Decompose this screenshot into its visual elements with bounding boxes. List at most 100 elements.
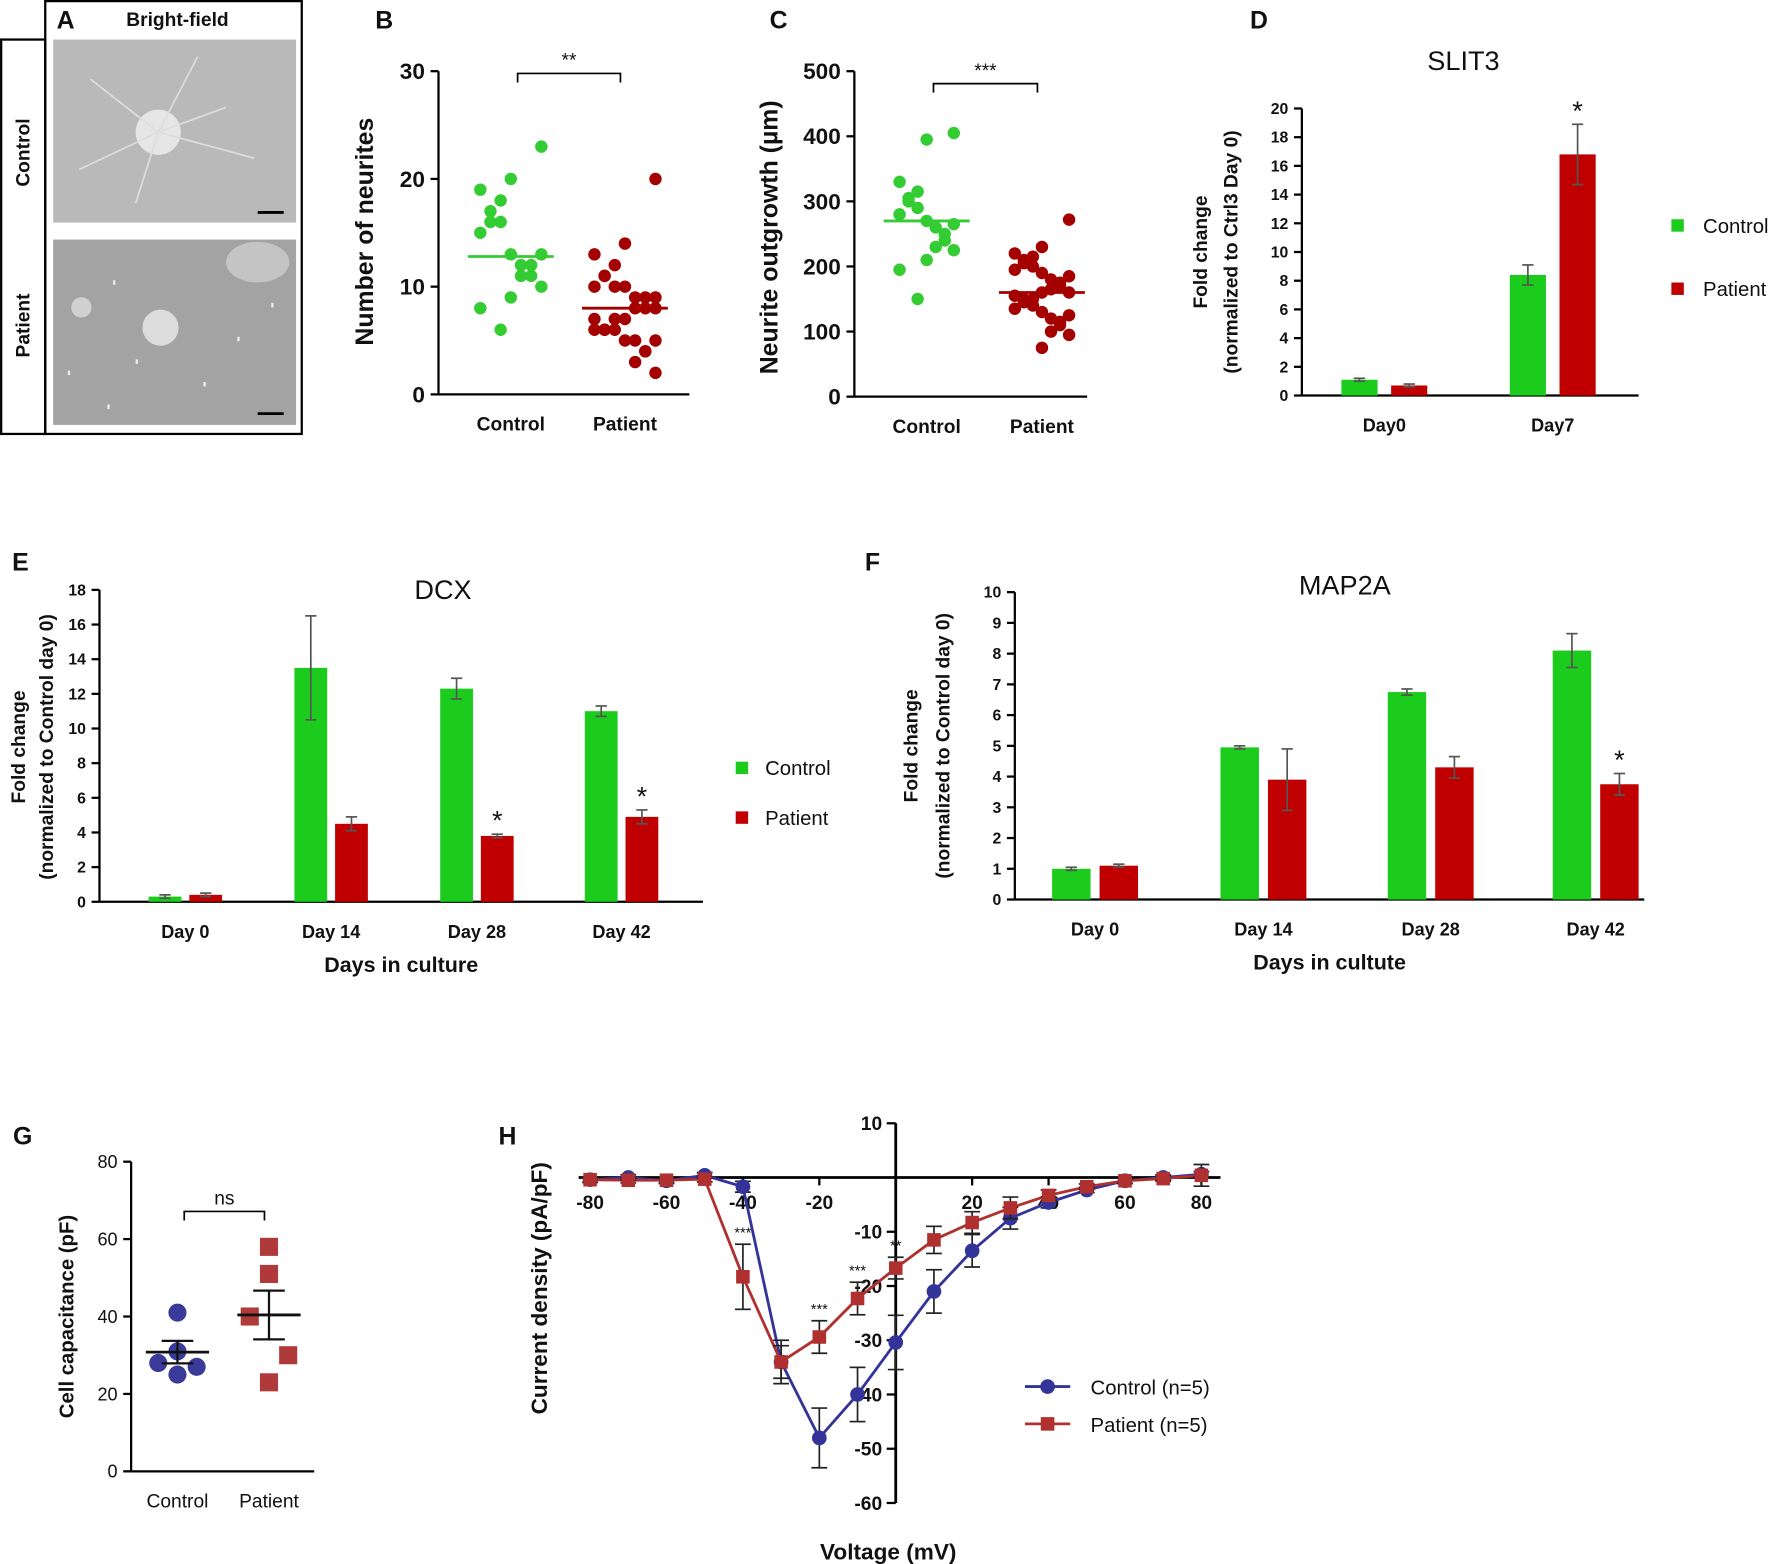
point <box>259 1264 279 1283</box>
neurosphere <box>226 241 290 283</box>
point <box>1062 213 1076 226</box>
point <box>965 1215 979 1230</box>
point <box>618 237 632 250</box>
point <box>504 172 518 186</box>
bar <box>1600 784 1639 900</box>
panel-letter: C <box>770 6 788 34</box>
y-tick-label: 0 <box>828 385 841 410</box>
point <box>168 1365 187 1384</box>
bar <box>148 896 182 902</box>
y-tick-label: 0 <box>1280 388 1289 405</box>
y-axis-label: (normalized to Control day 0) <box>37 614 58 880</box>
point <box>494 215 507 229</box>
point <box>504 248 518 261</box>
point <box>735 1179 751 1195</box>
point <box>1008 247 1022 260</box>
point <box>588 323 601 336</box>
point <box>639 345 652 358</box>
point <box>911 292 924 306</box>
legend-label: Patient <box>765 808 829 830</box>
point <box>168 1303 187 1322</box>
point <box>1003 1201 1018 1215</box>
legend-label: Patient <box>1703 279 1767 301</box>
significance-bracket <box>183 1210 266 1221</box>
point <box>964 1243 980 1259</box>
x-tick-label: Day7 <box>1531 416 1574 436</box>
x-tick-label: Day 42 <box>592 922 650 942</box>
x-axis-label: Voltage (mV) <box>820 1539 956 1564</box>
panel-letter: E <box>12 549 29 577</box>
y-tick-label: 40 <box>97 1307 117 1327</box>
y-tick-label: 4 <box>77 825 86 842</box>
y-tick-label: 400 <box>803 124 841 149</box>
y-tick-label: 80 <box>97 1152 117 1172</box>
point <box>893 175 906 189</box>
annotation: *** <box>849 1263 866 1279</box>
y-tick-label: 500 <box>803 59 841 84</box>
x-tick-label: 20 <box>961 1193 982 1214</box>
point <box>1194 1168 1209 1183</box>
point <box>514 258 528 272</box>
point <box>1062 309 1076 322</box>
point <box>588 248 601 261</box>
y-tick-label: 16 <box>68 617 86 634</box>
point <box>474 183 487 196</box>
x-tick-label: Day 42 <box>1567 920 1625 940</box>
neurosphere <box>71 297 92 318</box>
x-tick-label: Control <box>477 415 545 436</box>
point <box>947 243 961 257</box>
point <box>893 263 906 276</box>
x-tick-label: 80 <box>1191 1193 1212 1214</box>
panel-letter: F <box>865 549 880 577</box>
neurites <box>78 56 255 204</box>
point <box>639 291 652 304</box>
row-label: Patient <box>13 293 34 358</box>
bar <box>584 711 618 902</box>
point <box>1062 328 1076 342</box>
point <box>888 1261 903 1275</box>
panel-letter: A <box>57 6 75 34</box>
point <box>1035 266 1049 280</box>
y-tick-label: 100 <box>803 319 841 344</box>
panel-letter: H <box>498 1123 516 1151</box>
point <box>259 1373 279 1392</box>
point <box>608 258 622 272</box>
annotation: * <box>1572 95 1583 126</box>
y-tick-label: 20 <box>97 1384 117 1404</box>
bar <box>440 688 473 902</box>
significance-bracket <box>516 72 622 83</box>
point <box>474 301 487 315</box>
point <box>1044 325 1058 338</box>
panel-letter: G <box>13 1123 32 1151</box>
point <box>588 312 601 326</box>
point <box>494 323 507 336</box>
panel-letter: D <box>1250 6 1268 34</box>
y-tick-label: 0 <box>107 1462 117 1482</box>
annotation: * <box>1614 744 1625 775</box>
y-tick-label: 10 <box>984 585 1002 602</box>
point <box>187 1357 206 1376</box>
legend-swatch <box>735 811 749 824</box>
point <box>524 269 538 283</box>
bar <box>1387 692 1427 900</box>
y-tick-label: 4 <box>1280 331 1289 348</box>
point <box>494 194 507 207</box>
x-axis-label: Days in culture <box>324 953 478 977</box>
panel-a: A Bright-field Control Patient <box>0 0 303 436</box>
y-axis-label: (normalized to Ctrl3 Day 0) <box>1221 130 1242 373</box>
y-tick-label: 12 <box>68 686 86 703</box>
y-tick-label: 20 <box>400 167 425 192</box>
y-axis-label: Cell capacitance (pF) <box>56 1215 78 1418</box>
point <box>1008 263 1022 276</box>
y-tick-label: 2 <box>77 860 86 877</box>
y-tick-label: 5 <box>992 738 1001 755</box>
point <box>920 133 933 146</box>
y-tick-label: 60 <box>97 1229 117 1249</box>
point <box>736 1270 750 1284</box>
y-axis-label: Number of neurites <box>351 118 379 346</box>
y-axis-label: Fold change <box>9 690 30 803</box>
y-tick-label: 20 <box>1271 101 1289 118</box>
y-tick-label: 18 <box>1271 130 1289 147</box>
point <box>811 1430 827 1446</box>
bar <box>625 816 659 902</box>
